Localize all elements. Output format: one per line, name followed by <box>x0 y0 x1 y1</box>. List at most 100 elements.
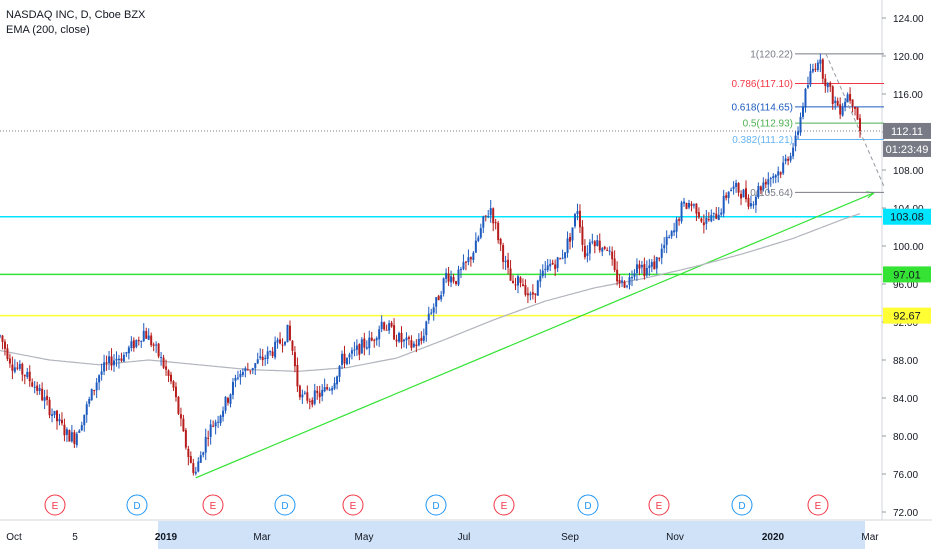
candle-body <box>380 321 383 330</box>
candle-body <box>457 269 460 285</box>
candle-body <box>583 245 586 258</box>
candle-body <box>120 358 123 361</box>
y-tick-label: 88.00 <box>893 356 918 367</box>
candle-body <box>23 375 26 377</box>
candle-body <box>834 100 837 103</box>
y-tick-label: 124.00 <box>893 14 924 25</box>
candle-body <box>140 340 143 342</box>
candle-body <box>816 62 819 71</box>
candle-body <box>571 227 574 241</box>
candle-body <box>435 297 438 307</box>
candle-body <box>747 197 750 207</box>
candle-body <box>749 203 752 207</box>
candle-body <box>769 178 772 180</box>
candle-body <box>281 344 284 346</box>
candle-body <box>207 437 210 439</box>
event-marker-label: D <box>584 501 591 512</box>
event-marker-label: D <box>281 501 288 512</box>
countdown-tag-bg <box>883 140 931 157</box>
candle-body <box>566 238 569 253</box>
candle-body <box>360 339 363 354</box>
candle-body <box>184 430 187 448</box>
x-tick-label: May <box>355 532 374 543</box>
candle-body <box>811 68 814 72</box>
candle-body <box>658 258 661 260</box>
candle-body <box>516 276 519 286</box>
candle-body <box>467 257 470 263</box>
candle-body <box>0 335 1 337</box>
candle-body <box>653 261 656 270</box>
candle-body <box>722 195 725 214</box>
candle-body <box>829 82 832 87</box>
candle-body <box>630 277 633 279</box>
candle-body <box>561 257 564 259</box>
candle-body <box>499 239 502 245</box>
candle-body <box>633 273 636 277</box>
candle-body <box>452 277 455 282</box>
y-tick-label: 84.00 <box>893 394 918 405</box>
candle-body <box>740 193 743 199</box>
candle-body <box>462 262 465 270</box>
candle-body <box>105 362 108 364</box>
candle-body <box>549 263 552 267</box>
fib-level-label: 0.5(112.93) <box>743 119 793 130</box>
candle-body <box>536 280 539 296</box>
candle-body <box>162 357 165 368</box>
candle-body <box>291 340 294 351</box>
candle-body <box>596 240 599 246</box>
candle-body <box>311 400 314 405</box>
candle-body <box>259 356 262 358</box>
candle-body <box>358 344 361 355</box>
candle-body <box>635 264 638 273</box>
candle-body <box>33 386 36 388</box>
candle-body <box>73 432 76 444</box>
candle-body <box>296 364 299 387</box>
candle-body <box>509 268 512 281</box>
candle-body <box>11 364 14 371</box>
countdown-tag: 01:23:49 <box>886 144 929 156</box>
y-tick-label: 100.00 <box>893 242 924 253</box>
candle-body <box>353 349 356 351</box>
candle-body <box>43 397 46 401</box>
event-marker-label: E <box>656 501 663 512</box>
candle-body <box>303 392 306 394</box>
candle-body <box>856 107 859 120</box>
candle-body <box>774 175 777 178</box>
candle-body <box>497 222 500 241</box>
candle-body <box>737 183 740 193</box>
fib-trend-dashed-line <box>825 53 885 187</box>
candle-body <box>764 181 767 185</box>
current-price-tag: 112.11 <box>891 126 923 138</box>
candle-body <box>680 202 683 222</box>
candle-body <box>660 248 663 258</box>
candle-body <box>222 410 225 417</box>
candle-body <box>447 273 450 282</box>
candle-body <box>113 360 116 366</box>
candle-body <box>801 106 804 117</box>
candle-body <box>772 176 775 179</box>
candle-body <box>782 162 785 174</box>
chart-legend: NASDAQ INC, D, Cboe BZX EMA (200, close) <box>6 8 145 38</box>
candle-body <box>51 414 54 416</box>
candle-body <box>784 158 787 162</box>
candle-body <box>412 343 415 347</box>
x-tick-label: Nov <box>666 532 684 543</box>
candle-body <box>63 424 66 436</box>
candle-body <box>78 430 81 433</box>
candle-body <box>189 456 192 463</box>
y-tick-label: 108.00 <box>893 166 924 177</box>
candle-body <box>564 252 567 259</box>
candle-body <box>573 214 576 227</box>
candle-body <box>239 373 242 378</box>
candle-body <box>464 261 467 263</box>
candle-body <box>152 344 155 346</box>
candle-body <box>702 222 705 226</box>
candle-body <box>385 329 388 331</box>
time-axis-range-highlight <box>158 521 865 549</box>
candle-body <box>31 382 34 387</box>
candle-body <box>531 292 534 295</box>
candle-body <box>504 260 507 262</box>
candle-body <box>56 410 59 422</box>
event-marker <box>731 494 753 516</box>
